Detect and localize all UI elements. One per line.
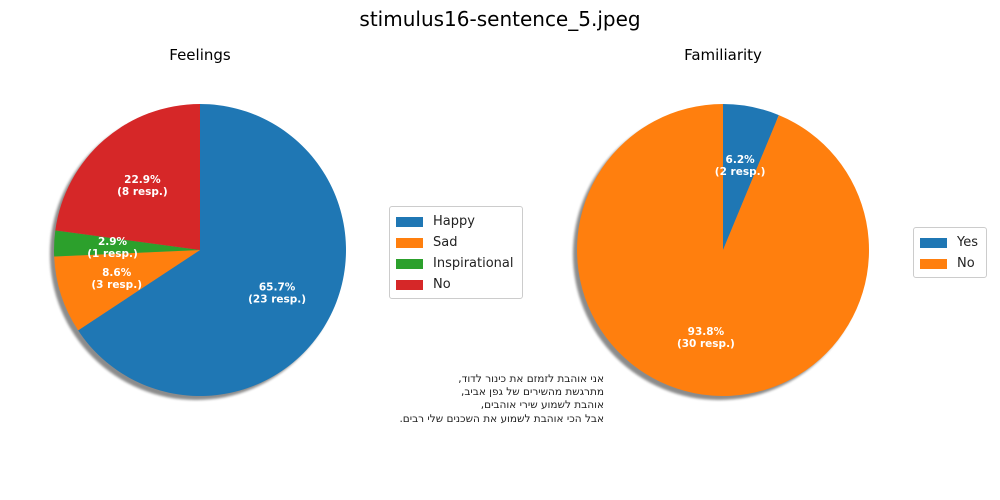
slice-count-label: (30 resp.)	[677, 338, 735, 350]
legend-item-no: No	[920, 253, 978, 274]
slice-percent-label: 6.2%	[726, 154, 756, 166]
slice-count-label: (23 resp.)	[248, 294, 306, 306]
slice-count-label: (3 resp.)	[91, 279, 142, 291]
slice-percent-label: 22.9%	[124, 174, 161, 186]
legend-item-no: No	[396, 274, 514, 295]
stimulus-line: אבל הכי אוהבת לשמוע את השכנים שלי רבים.	[399, 412, 604, 425]
legend-label: Inspirational	[433, 256, 514, 271]
feelings-pie: 65.7%(23 resp.) 8.6%(3 resp.) 2.9%(1 resp.…	[50, 104, 346, 400]
legend-swatch	[396, 279, 423, 290]
stimulus-line: אוהבת לשמוע שירי אוהבים,	[480, 399, 604, 412]
stimulus-line: מתרגשת מהשירים של גפן אביב,	[461, 386, 604, 399]
pie-slice-happy	[78, 104, 346, 396]
stimulus-line: אני אוהבת לזמזם את כינור לדוד,	[458, 373, 604, 385]
legend-label: Sad	[433, 235, 458, 250]
slice-percent-label: 2.9%	[98, 236, 128, 248]
legend-swatch	[396, 258, 423, 269]
legend-swatch	[396, 216, 423, 227]
legend-item-sad: Sad	[396, 232, 514, 253]
slice-count-label: (1 resp.)	[87, 248, 138, 260]
slice-percent-label: 65.7%	[259, 282, 296, 294]
legend-item-happy: Happy	[396, 211, 514, 232]
legend-item-inspirational: Inspirational	[396, 253, 514, 274]
chart-title-familiarity: Familiarity	[684, 46, 762, 64]
feelings-legend: Happy Sad Inspirational No	[389, 206, 523, 299]
stimulus-text: אני אוהבת לזמזם את כינור לדוד, מתרגשת מה…	[300, 373, 604, 426]
familiarity-legend: Yes No	[913, 227, 987, 278]
legend-swatch	[920, 258, 947, 269]
pie-slice-no	[577, 104, 870, 397]
figure-title: stimulus16-sentence_5.jpeg	[359, 7, 640, 31]
pie-slice-inspirational	[54, 230, 200, 257]
slice-percent-label: 93.8%	[688, 326, 725, 338]
slice-count-label: (8 resp.)	[117, 186, 168, 198]
slice-percent-label: 8.6%	[102, 267, 132, 279]
pie-slice-yes	[723, 104, 779, 250]
legend-swatch	[396, 237, 423, 248]
pie-slice-sad	[54, 250, 201, 331]
legend-item-yes: Yes	[920, 232, 978, 253]
pie-slice-no	[55, 104, 200, 250]
legend-swatch	[920, 237, 947, 248]
legend-label: No	[433, 277, 451, 292]
legend-label: No	[957, 256, 975, 271]
familiarity-pie: 6.2%(2 resp.) 93.8%(30 resp.)	[573, 104, 870, 400]
slice-count-label: (2 resp.)	[715, 166, 766, 178]
chart-title-feelings: Feelings	[169, 46, 231, 64]
legend-label: Happy	[433, 214, 475, 229]
legend-label: Yes	[957, 235, 978, 250]
